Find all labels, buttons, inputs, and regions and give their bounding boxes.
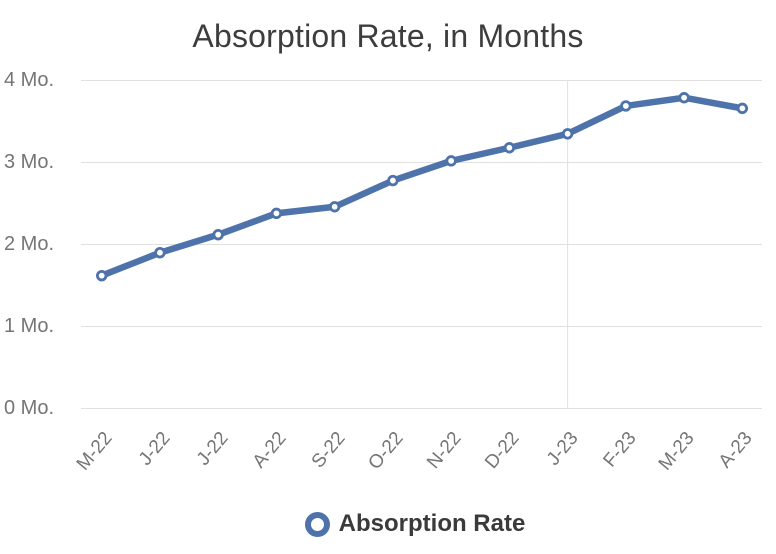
data-point-marker bbox=[620, 100, 632, 112]
data-point-marker bbox=[212, 228, 224, 241]
data-point-marker bbox=[503, 142, 516, 154]
data-point-marker bbox=[445, 155, 457, 167]
data-point-marker bbox=[678, 92, 690, 104]
chart-title: Absorption Rate, in Months bbox=[192, 18, 584, 54]
y-axis-label: 4 Mo. bbox=[4, 68, 55, 91]
data-point-marker bbox=[154, 246, 166, 259]
data-point-marker bbox=[95, 269, 108, 282]
series-line bbox=[98, 94, 746, 279]
y-axis-label: 1 Mo. bbox=[4, 314, 55, 337]
y-axis-label: 0 Mo. bbox=[4, 396, 55, 419]
data-point-marker bbox=[387, 174, 399, 187]
y-axis-label: 2 Mo. bbox=[4, 232, 55, 255]
data-point-marker bbox=[736, 102, 749, 115]
legend-marker-icon bbox=[304, 511, 330, 537]
legend-label: Absorption Rate bbox=[338, 510, 526, 537]
data-point-marker bbox=[270, 207, 283, 220]
legend: Absorption Rate bbox=[68, 510, 762, 538]
y-axis-label: 3 Mo. bbox=[4, 150, 55, 173]
data-point-marker bbox=[328, 201, 341, 213]
data-point-marker bbox=[561, 128, 574, 140]
